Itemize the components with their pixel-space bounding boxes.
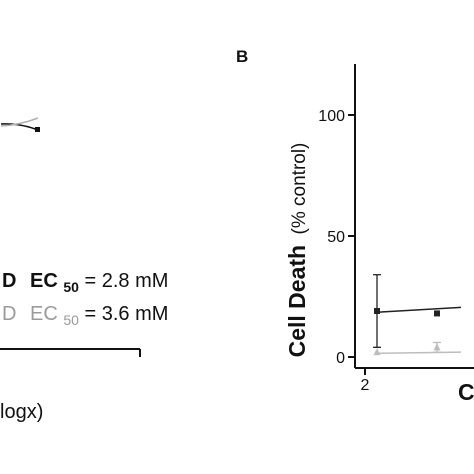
y-tick-label-50: 50	[327, 229, 345, 246]
ec50-annotation-1: D EC 50 = 2.8 mM	[2, 270, 168, 297]
series-2-point-2	[433, 343, 441, 351]
x-tick-label-2: 2	[361, 377, 370, 394]
series-1-point-1	[374, 308, 380, 315]
ec50-sub-2: 50	[63, 312, 79, 328]
panel-a: D EC 50 = 2.8 mM D EC 50 = 3.6 mM logx)	[0, 117, 168, 423]
ec50-prefix-1: D	[2, 270, 16, 292]
panel-b-x-label: C	[458, 379, 474, 405]
y-label-unit: (% control)	[289, 143, 310, 235]
series-1-fit	[376, 306, 462, 313]
ec50-annotation-2: D EC 50 = 3.6 mM	[2, 303, 168, 330]
y-tick-label-0: 0	[336, 350, 345, 367]
ec50-value-2: = 3.6 mM	[85, 303, 169, 325]
panel-b-letter: B	[236, 47, 248, 66]
series-1-point-2	[434, 310, 440, 317]
series-2-point-1	[373, 348, 381, 356]
panel-b: B Cell Death (% control) 0 50 100 2 C	[236, 47, 474, 405]
panel-a-point	[35, 127, 40, 132]
ec50-value-1: = 2.8 mM	[85, 270, 169, 292]
panel-a-curve-1	[0, 123, 39, 131]
y-tick-label-100: 100	[318, 108, 345, 125]
ec50-prefix-2: D	[2, 303, 16, 325]
panel-b-y-label: Cell Death (% control)	[284, 143, 310, 358]
panel-a-curve-2	[0, 117, 39, 127]
ec50-sub-1: 50	[63, 279, 79, 295]
y-label-main: Cell Death	[284, 245, 310, 357]
panel-a-x-label: logx)	[0, 401, 43, 423]
ec50-label-1: EC	[30, 270, 58, 292]
series-2-fit	[376, 351, 462, 355]
ec50-label-2: EC	[30, 303, 58, 325]
